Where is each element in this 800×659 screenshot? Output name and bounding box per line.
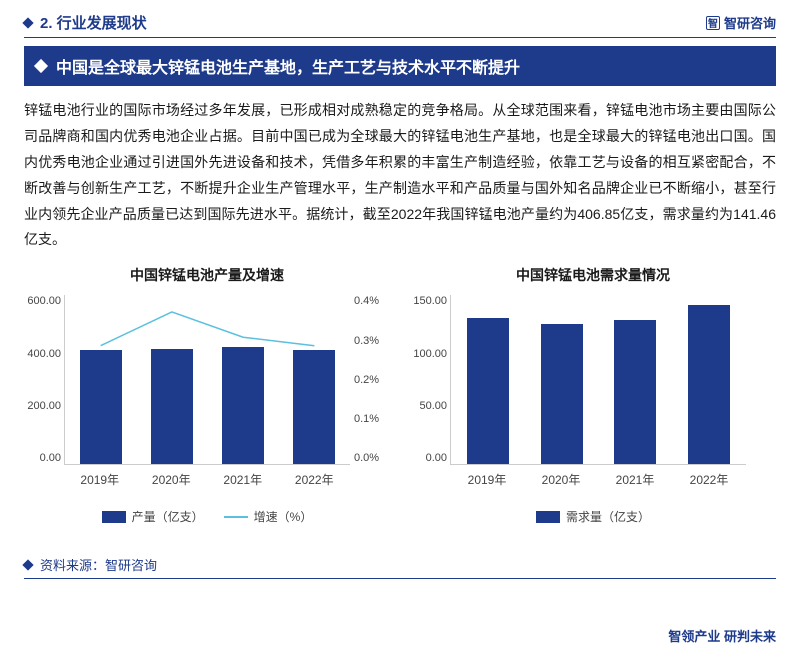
section-number: 2. 行业发展现状 — [40, 12, 147, 33]
chart1-bars — [65, 295, 350, 464]
chart2-yaxis-left: 150.00100.0050.000.00 — [411, 295, 451, 464]
footer-slogan: 智领产业 研判未来 — [668, 626, 776, 645]
charts-row: 中国锌锰电池产量及增速 600.00400.00200.000.00 0.4%0… — [24, 265, 776, 525]
chart1-xaxis: 2019年2020年2021年2022年 — [64, 465, 350, 488]
source-diamond-icon — [22, 559, 33, 570]
banner: 中国是全球最大锌锰电池生产基地，生产工艺与技术水平不断提升 — [24, 46, 776, 86]
chart2-legend: 需求量（亿支） — [410, 508, 776, 525]
chart2-bars — [451, 295, 746, 464]
chart1-area: 600.00400.00200.000.00 0.4%0.3%0.2%0.1%0… — [64, 295, 350, 465]
banner-diamond-icon — [34, 59, 48, 73]
source-value: 智研咨询 — [105, 555, 157, 574]
section-header: 2. 行业发展现状 智 智研咨询 — [24, 12, 776, 38]
chart-demand: 中国锌锰电池需求量情况 150.00100.0050.000.00 2019年2… — [410, 265, 776, 525]
chart2-title: 中国锌锰电池需求量情况 — [410, 265, 776, 285]
chart-production: 中国锌锰电池产量及增速 600.00400.00200.000.00 0.4%0… — [24, 265, 390, 525]
banner-title: 中国是全球最大锌锰电池生产基地，生产工艺与技术水平不断提升 — [56, 54, 520, 78]
section-dot-icon — [22, 17, 33, 28]
body-paragraph: 锌锰电池行业的国际市场经过多年发展，已形成相对成熟稳定的竞争格局。从全球范围来看… — [24, 98, 776, 253]
chart2-area: 150.00100.0050.000.00 — [450, 295, 746, 465]
chart1-yaxis-right: 0.4%0.3%0.2%0.1%0.0% — [350, 295, 390, 464]
source-line: 资料来源： 智研咨询 — [24, 555, 776, 579]
chart1-yaxis-left: 600.00400.00200.000.00 — [25, 295, 65, 464]
brand-icon: 智 — [706, 16, 720, 30]
chart1-legend: 产量（亿支）增速（%） — [24, 508, 390, 525]
chart2-xaxis: 2019年2020年2021年2022年 — [450, 465, 746, 488]
brand: 智 智研咨询 — [706, 13, 776, 32]
source-label: 资料来源： — [40, 555, 105, 574]
brand-text: 智研咨询 — [724, 13, 776, 32]
chart1-title: 中国锌锰电池产量及增速 — [24, 265, 390, 285]
